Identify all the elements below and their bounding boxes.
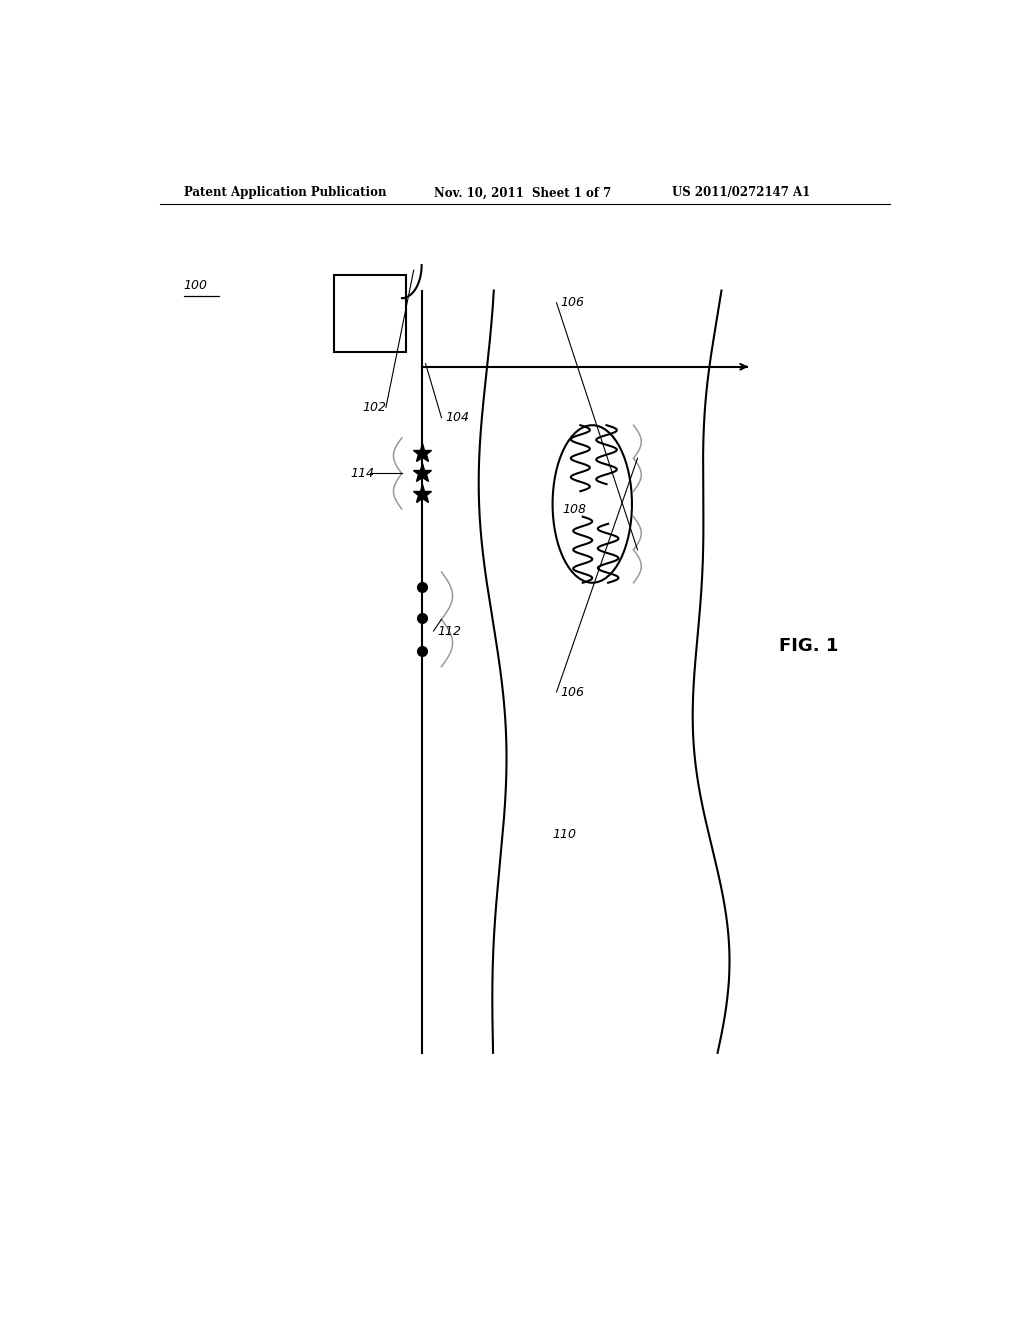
Text: FIG. 1: FIG. 1 [778, 638, 838, 655]
Text: 106: 106 [560, 296, 585, 309]
Text: US 2011/0272147 A1: US 2011/0272147 A1 [672, 186, 810, 199]
Text: 102: 102 [362, 401, 386, 414]
Text: 112: 112 [437, 624, 462, 638]
Text: 106: 106 [560, 685, 585, 698]
Text: Patent Application Publication: Patent Application Publication [183, 186, 386, 199]
Bar [334, 276, 406, 351]
Text: 100: 100 [183, 279, 208, 292]
Text: Nov. 10, 2011  Sheet 1 of 7: Nov. 10, 2011 Sheet 1 of 7 [433, 186, 610, 199]
Text: 104: 104 [445, 411, 469, 424]
Text: 110: 110 [553, 828, 577, 841]
Text: 114: 114 [350, 467, 374, 480]
Text: 108: 108 [563, 503, 587, 516]
